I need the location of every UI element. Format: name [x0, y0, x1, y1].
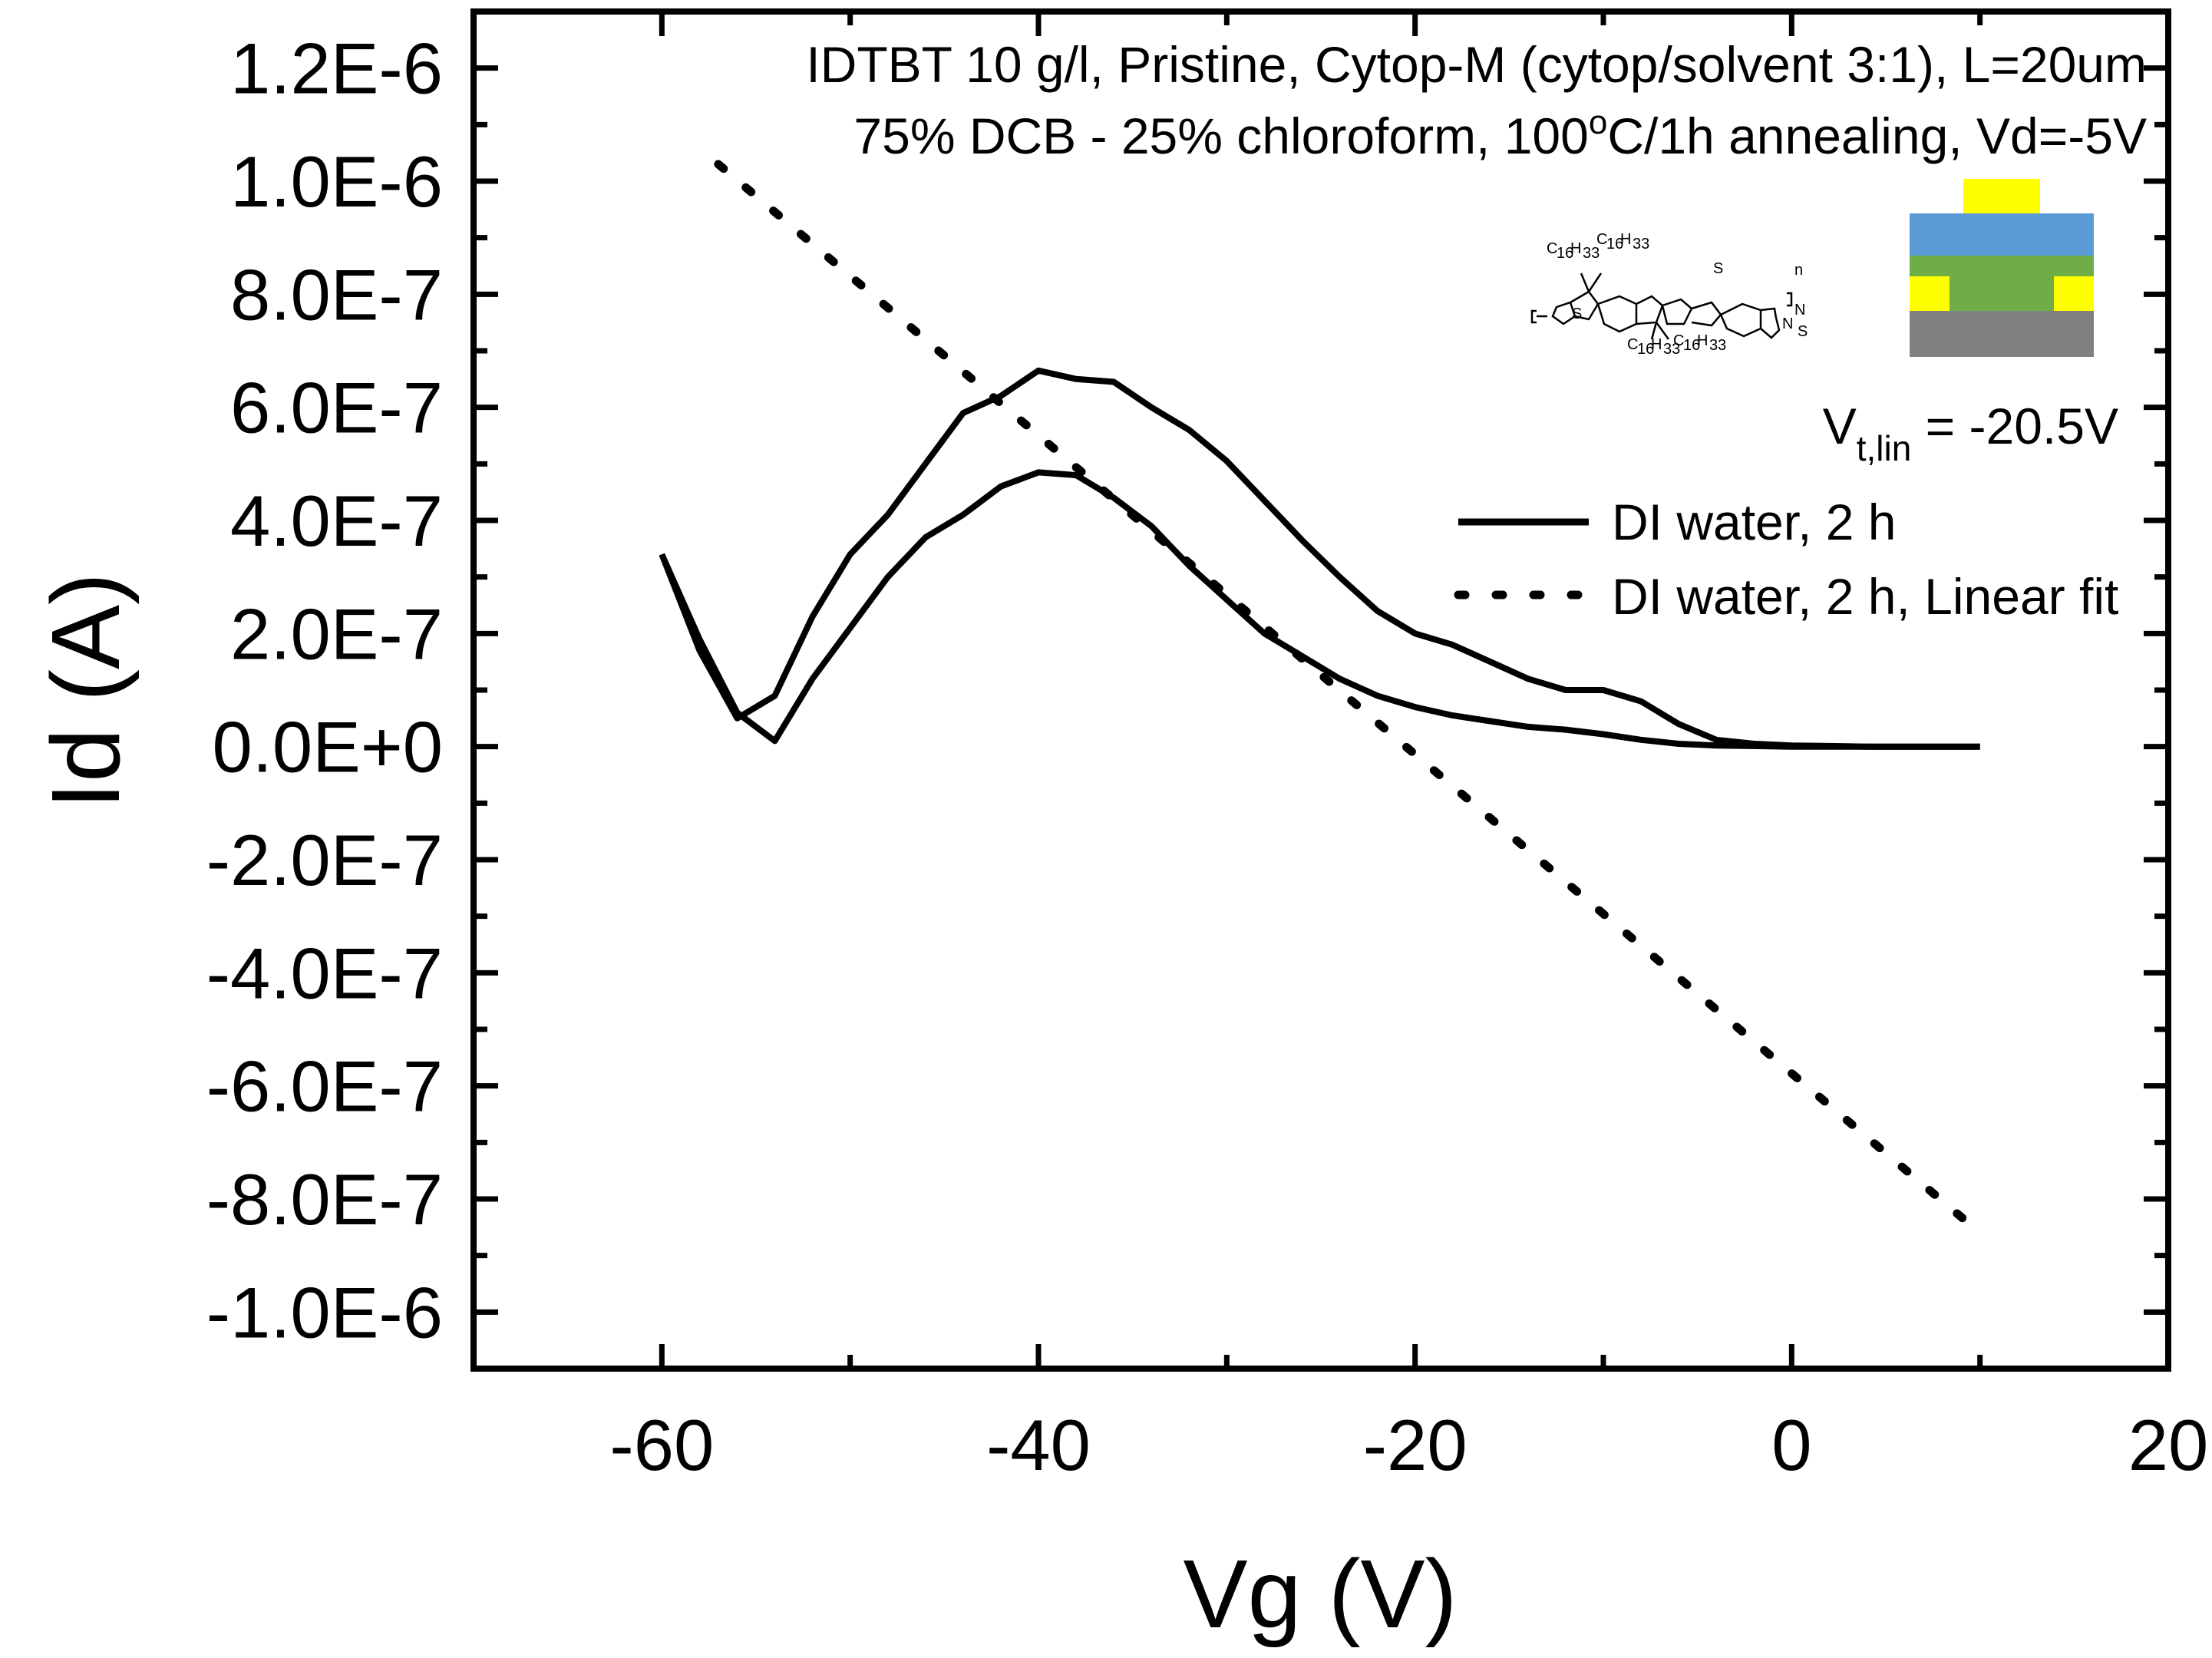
y-tick-label: 1.2E-6: [230, 28, 443, 109]
degree-superscript: o: [1589, 104, 1607, 141]
chem-16d: 16: [1683, 337, 1700, 354]
chem-c3: C: [1627, 336, 1638, 353]
series-lines: [659, 160, 1985, 1237]
x-tick-label: 20: [2128, 1405, 2209, 1485]
y-tick-labels: 1.2E-6 1.0E-6 8.0E-7 6.0E-7 4.0E-7 2.0E-7 0.0E…: [206, 28, 443, 1353]
y-tick-label: -8.0E-7: [206, 1159, 443, 1240]
device-dielectric: [1910, 213, 2094, 256]
series-line-3: [714, 160, 1985, 1237]
device-electrode-right: [2054, 276, 2094, 311]
chem-16a: 16: [1557, 245, 1573, 262]
x-axis-title: Vg (V): [1183, 1540, 1457, 1648]
chart-note-line-2b: C/1h annealing, Vd=-5V: [1607, 107, 2147, 164]
chem-c2: C: [1596, 231, 1607, 248]
plot-frame: [470, 8, 2171, 1372]
y-axis-title: Id (A): [31, 573, 140, 809]
chem-n1: N: [1782, 315, 1793, 332]
chem-c4: C: [1673, 332, 1684, 349]
chem-33d: 33: [1709, 337, 1726, 354]
x-tick-label: 0: [1771, 1405, 1811, 1485]
chem-h2: H: [1620, 231, 1631, 248]
threshold-base: V: [1823, 398, 1857, 454]
device-substrate: [1910, 311, 2094, 357]
threshold-value: = -20.5V: [1911, 398, 2118, 454]
y-tick-label: 8.0E-7: [230, 254, 443, 335]
x-tick-label: -60: [609, 1405, 714, 1485]
device-stack: [1910, 179, 2094, 357]
molecule-labels: C 16 H 33 C 16 H 33 C 16 H 33 C 16 H 33 …: [1547, 231, 1808, 358]
y-tick-label: 2.0E-7: [230, 593, 443, 674]
chem-16c: 16: [1637, 341, 1654, 358]
y-tick-label: -2.0E-7: [206, 820, 443, 900]
x-tick-label: -40: [986, 1405, 1091, 1485]
y-tick-label: 4.0E-7: [230, 481, 443, 561]
x-tick-label: -20: [1363, 1405, 1468, 1485]
molecule-structure: [1530, 272, 1793, 340]
chem-16b: 16: [1606, 236, 1623, 253]
chart-note-line-2a: 75% DCB - 25% chloroform, 100: [853, 107, 1588, 164]
device-top-contact: [1963, 179, 2040, 213]
legend-label-dotted: DI water, 2 h, Linear fit: [1612, 568, 2118, 625]
x-tick-labels: -60 -40 -20 0 20: [609, 1405, 2208, 1485]
chem-s1: S: [1572, 306, 1582, 322]
chart-note-line-2: 75% DCB - 25% chloroform, 100oC/1h annea…: [853, 104, 2147, 164]
y-tick-label: 1.0E-6: [230, 141, 443, 222]
chart-note-line-1: IDTBT 10 g/l, Pristine, Cytop-M (cytop/s…: [806, 36, 2147, 93]
chem-h4: H: [1697, 332, 1708, 349]
legend: DI water, 2 h DI water, 2 h, Linear fit: [1454, 494, 2118, 625]
chem-h3: H: [1651, 336, 1662, 353]
chem-n-sub: n: [1794, 262, 1803, 279]
chem-33b: 33: [1633, 236, 1649, 253]
y-tick-label: 0.0E+0: [212, 707, 443, 788]
y-tick-label: 6.0E-7: [230, 368, 443, 448]
chem-c1: C: [1547, 240, 1557, 257]
y-tick-label: -6.0E-7: [206, 1046, 443, 1127]
chem-s2: S: [1713, 260, 1723, 277]
series-line-2: [659, 367, 1980, 750]
chem-33a: 33: [1583, 245, 1600, 262]
legend-label-solid: DI water, 2 h: [1612, 494, 1897, 550]
y-tick-label: -4.0E-7: [206, 933, 443, 1013]
chem-33c: 33: [1663, 341, 1680, 358]
chem-s3: S: [1798, 323, 1808, 340]
threshold-subscript: t,lin: [1857, 428, 1912, 468]
threshold-annotation: Vt,lin = -20.5V: [1823, 398, 2118, 468]
chem-n2: N: [1794, 302, 1805, 319]
chem-h1: H: [1570, 240, 1581, 257]
device-electrode-left: [1910, 276, 1950, 311]
y-tick-label: -1.0E-6: [206, 1272, 443, 1352]
